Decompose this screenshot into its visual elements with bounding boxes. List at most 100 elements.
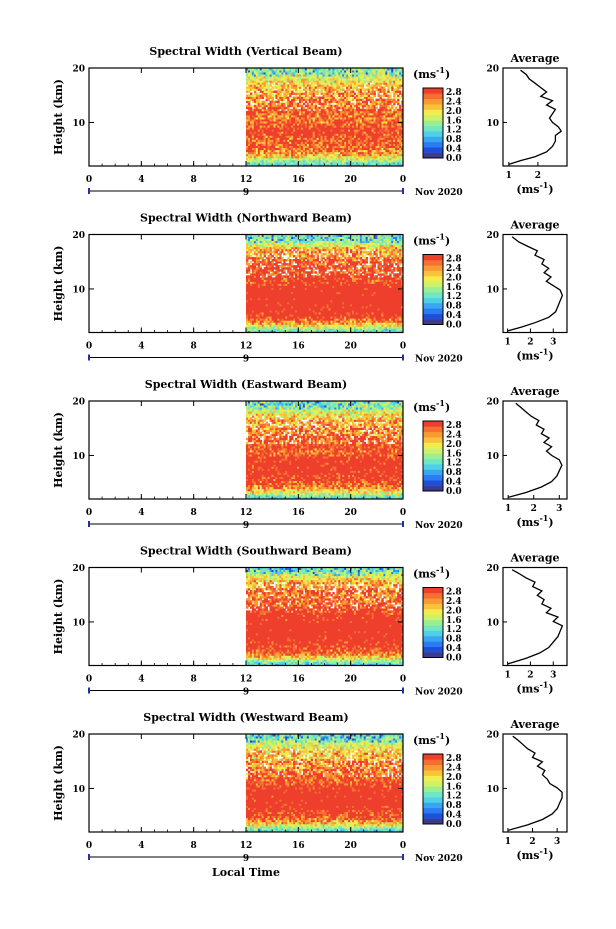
heatmap-cell: [318, 157, 321, 161]
heatmap-cell: [401, 324, 404, 327]
heatmap-cell: [302, 301, 306, 305]
heatmap-cell: [344, 161, 347, 165]
heatmap-cell: [363, 305, 367, 309]
heatmap-cell: [353, 119, 357, 122]
heatmap-cell: [322, 98, 325, 102]
heatmap-cell: [263, 110, 267, 114]
heatmap-cell: [283, 104, 286, 108]
heatmap-cell: [397, 117, 400, 120]
heatmap-cell: [334, 88, 337, 91]
heatmap-cell: [295, 299, 298, 303]
heatmap-cell: [267, 129, 270, 132]
heatmap-cell: [300, 68, 304, 71]
heatmap-cell: [297, 135, 300, 138]
heatmap-cell: [387, 328, 390, 331]
heatmap-cell: [357, 96, 361, 100]
heatmap-cell: [355, 305, 359, 309]
heatmap-cell: [253, 326, 257, 329]
heatmap-cell: [379, 159, 382, 163]
heatmap-cell: [377, 74, 380, 77]
heatmap-cell: [338, 117, 341, 120]
heatmap-cell: [302, 147, 306, 151]
heatmap-cell: [320, 92, 323, 95]
heatmap-cell: [297, 90, 300, 93]
heatmap-cell: [334, 303, 337, 307]
heatmap-cell: [283, 299, 286, 303]
heatmap-cell: [395, 324, 398, 327]
heatmap-cell: [257, 310, 261, 313]
heatmap-cell: [247, 310, 251, 313]
heatmap-cell: [291, 98, 294, 102]
heatmap-cell: [277, 145, 280, 149]
heatmap-cell: [287, 96, 290, 100]
heatmap-cell: [253, 163, 257, 167]
heatmap-cell: [300, 303, 304, 307]
heatmap-cell: [381, 121, 384, 124]
heatmap-cell: [330, 70, 333, 73]
heatmap-cell: [365, 129, 369, 132]
heatmap-cell: [330, 324, 333, 327]
heatmap-cell: [330, 163, 333, 167]
heatmap-cell: [324, 305, 327, 309]
heatmap-cell: [334, 305, 337, 309]
heatmap-cell: [355, 121, 359, 124]
heatmap-cell: [383, 135, 386, 138]
heatmap-cell: [383, 125, 386, 128]
heatmap-cell: [383, 82, 386, 85]
heatmap-cell: [298, 125, 302, 128]
heatmap-cell: [351, 143, 355, 146]
heatmap-cell: [383, 68, 386, 71]
heatmap-cell: [308, 316, 312, 319]
heatmap-cell: [318, 131, 321, 134]
heatmap-cell: [361, 92, 365, 95]
heatmap-cell: [247, 299, 251, 303]
heatmap-cell: [344, 159, 347, 163]
heatmap-cell: [246, 127, 249, 130]
heatmap-cell: [275, 131, 278, 134]
heatmap-cell: [300, 322, 304, 325]
heatmap-cell: [365, 133, 369, 136]
heatmap-cell: [255, 92, 259, 95]
heatmap-cell: [281, 299, 284, 303]
heatmap-cell: [310, 100, 314, 104]
heatmap-cell: [401, 318, 404, 321]
heatmap-cell: [391, 322, 394, 325]
heatmap-cell: [285, 324, 288, 327]
heatmap-cell: [283, 316, 286, 319]
colorbar-segment: [423, 114, 443, 121]
heatmap-cell: [381, 86, 384, 89]
heatmap-cell: [300, 159, 304, 163]
heatmap-cell: [336, 322, 339, 325]
heatmap-cell: [369, 312, 372, 315]
heatmap-cell: [361, 137, 365, 140]
heatmap-cell: [263, 141, 267, 144]
heatmap-cell: [326, 303, 329, 307]
heatmap-cell: [328, 159, 331, 163]
heatmap-cell: [351, 119, 355, 122]
heatmap-cell: [336, 112, 339, 116]
heatmap-cell: [314, 114, 318, 118]
heatmap-cell: [304, 108, 308, 112]
heatmap-cell: [253, 70, 257, 73]
heatmap-cell: [316, 312, 320, 315]
heatmap-cell: [391, 86, 394, 89]
heatmap-cell: [344, 143, 347, 146]
heatmap-cell: [353, 133, 357, 136]
heatmap-cell: [383, 147, 386, 151]
heatmap-cell: [249, 314, 253, 317]
heatmap-cell: [291, 121, 294, 124]
heatmap-cell: [265, 123, 268, 126]
heatmap-cell: [273, 90, 276, 93]
heatmap-cell: [381, 330, 384, 333]
heatmap-cell: [257, 161, 261, 165]
heatmap-cell: [312, 74, 316, 77]
heatmap-cell: [397, 305, 400, 309]
heatmap-cell: [363, 308, 367, 311]
heatmap-cell: [367, 112, 371, 116]
heatmap-cell: [312, 328, 316, 331]
heatmap-cell: [326, 68, 329, 71]
heatmap-cell: [397, 330, 400, 333]
heatmap-cell: [355, 131, 359, 134]
heatmap-cell: [285, 157, 288, 161]
heatmap-cell: [338, 119, 341, 122]
